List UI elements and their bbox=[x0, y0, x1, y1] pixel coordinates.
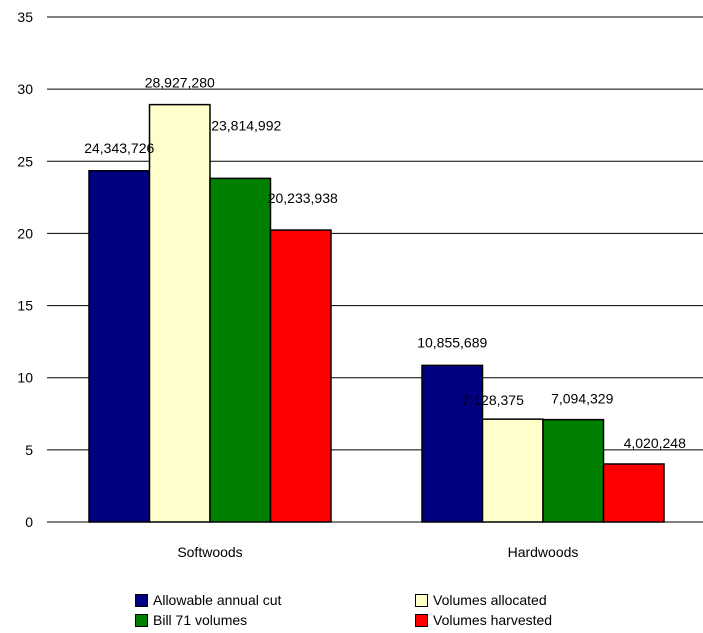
y-tick-label: 10 bbox=[17, 370, 33, 386]
x-category-label: Softwoods bbox=[177, 544, 242, 560]
x-category-label: Hardwoods bbox=[508, 544, 579, 560]
data-label: 20,233,938 bbox=[268, 190, 338, 206]
y-tick-label: 30 bbox=[17, 81, 33, 97]
data-label: 7,128,375 bbox=[462, 392, 524, 408]
data-label: 10,855,689 bbox=[417, 334, 487, 350]
bar-softwoods-3 bbox=[269, 229, 332, 523]
data-label: 4,020,248 bbox=[624, 435, 686, 451]
data-label: 7,094,329 bbox=[551, 391, 613, 407]
y-tick-label: 5 bbox=[25, 442, 33, 458]
data-label: 23,814,992 bbox=[211, 117, 281, 133]
y-tick-label: 35 bbox=[17, 9, 33, 25]
y-tick-label: 15 bbox=[17, 298, 33, 314]
y-tick-label: 25 bbox=[17, 153, 33, 169]
x-axis: Softwoods Hardwoods bbox=[177, 544, 578, 560]
data-labels: 24,343,726 28,927,280 23,814,992 20,233,938… bbox=[84, 75, 686, 451]
bar-hardwoods-2 bbox=[542, 418, 605, 523]
bar-hardwoods-1 bbox=[481, 418, 544, 523]
y-axis: 0 5 10 15 20 25 30 35 bbox=[17, 9, 33, 530]
bar-softwoods-2 bbox=[209, 177, 272, 523]
bar-softwoods-1 bbox=[148, 103, 211, 523]
y-tick-label: 0 bbox=[25, 514, 33, 530]
bar-softwoods-0 bbox=[88, 170, 151, 523]
bar-hardwoods-3 bbox=[602, 463, 665, 523]
data-label: 24,343,726 bbox=[84, 140, 154, 156]
bars bbox=[88, 103, 665, 523]
bar-hardwoods-0 bbox=[421, 364, 484, 523]
data-label: 28,927,280 bbox=[145, 75, 215, 91]
y-tick-label: 20 bbox=[17, 225, 33, 241]
